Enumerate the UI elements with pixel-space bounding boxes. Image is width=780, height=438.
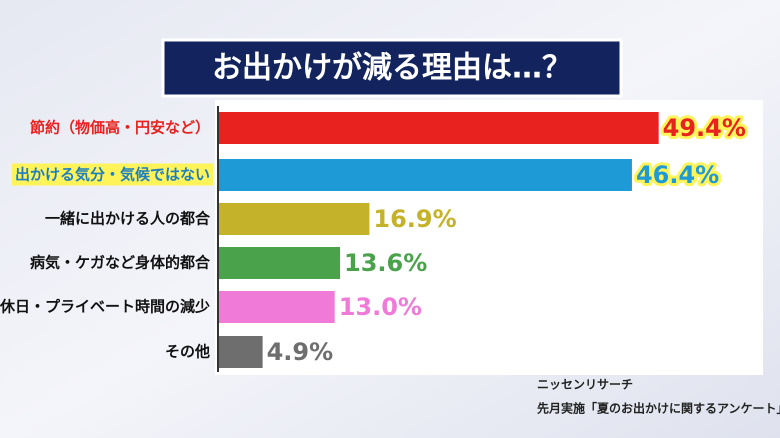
category-label: 節約（物価高・円安など） bbox=[30, 119, 210, 137]
source: 先月実施「夏のお出かけに関するアンケート」 bbox=[537, 401, 780, 416]
bar bbox=[219, 112, 659, 144]
value-label: 49.4% bbox=[663, 114, 746, 142]
value-label: 16.9% bbox=[373, 205, 456, 233]
category-label: 一緒に出かける人の都合 bbox=[45, 210, 211, 228]
bar bbox=[219, 159, 632, 191]
bar bbox=[219, 203, 370, 235]
value-label: 46.4% bbox=[636, 161, 719, 189]
bar bbox=[219, 336, 263, 368]
category-label: 休日・プライベート時間の減少 bbox=[0, 298, 210, 316]
label-highlight bbox=[11, 163, 213, 186]
chart-title: お出かけが減る理由は…？ bbox=[212, 51, 572, 86]
category-label: 病気・ケガなど身体的都合 bbox=[30, 254, 211, 272]
bar bbox=[219, 291, 335, 323]
bar bbox=[219, 247, 341, 279]
plot-area bbox=[215, 100, 763, 375]
category-label: 出かける気分・気候ではない bbox=[15, 166, 210, 184]
source: ニッセンリサーチ bbox=[537, 378, 633, 392]
value-label: 13.0% bbox=[339, 293, 422, 321]
title-box bbox=[161, 38, 623, 98]
value-label: 13.6% bbox=[344, 249, 427, 277]
category-label: その他 bbox=[165, 343, 210, 361]
value-label: 4.9% bbox=[267, 338, 334, 366]
